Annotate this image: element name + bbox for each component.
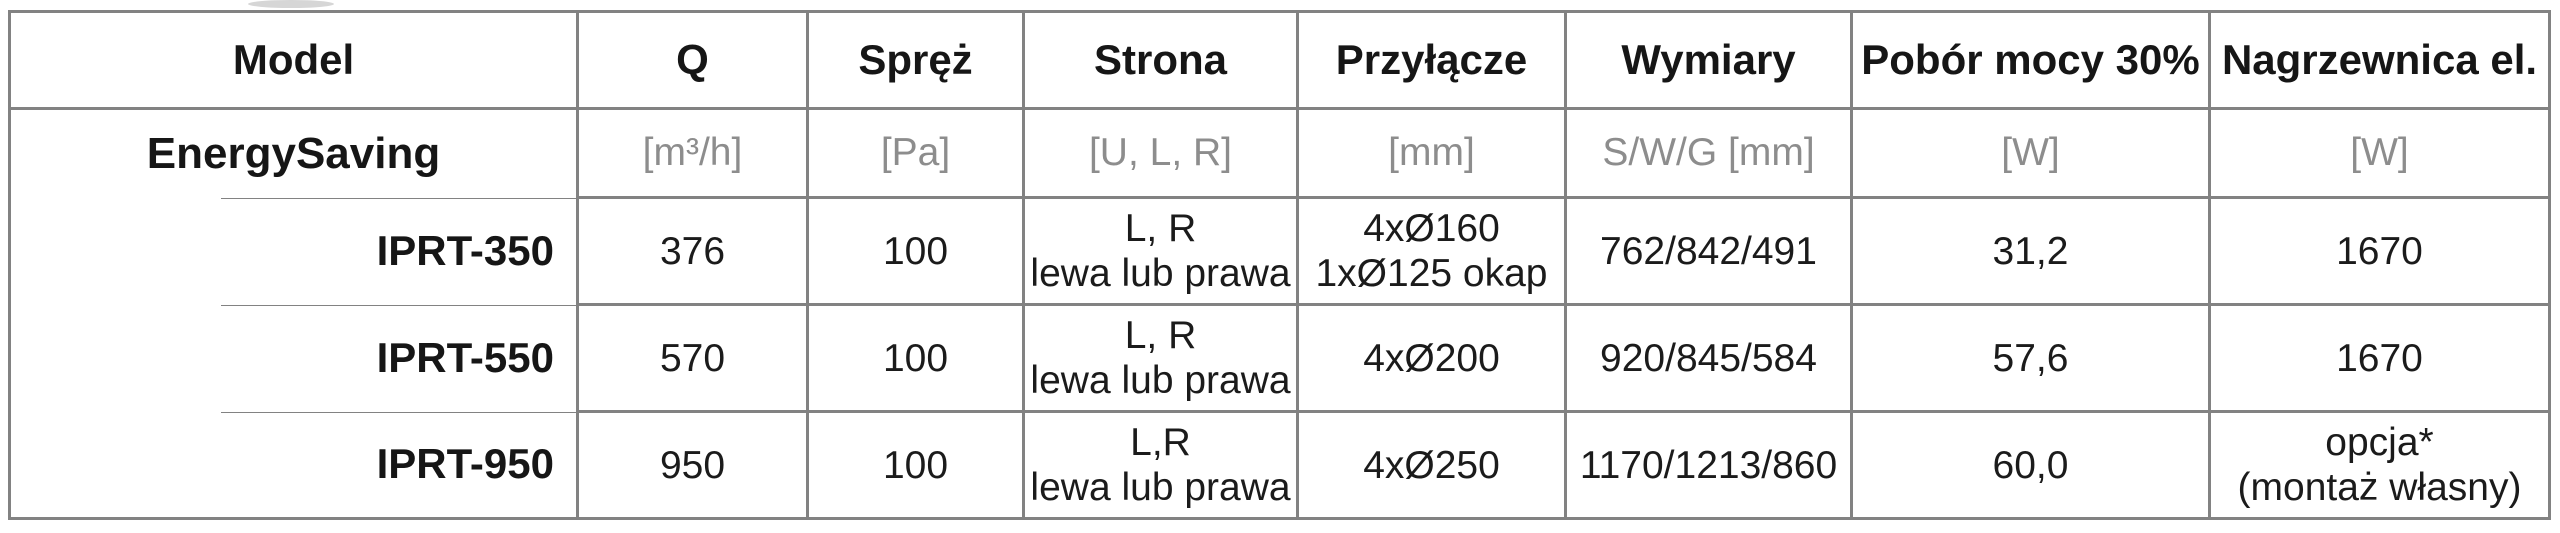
value-strona: L,R lewa lub prawa: [1022, 410, 1299, 520]
unit-q: [m³/h]: [576, 107, 809, 199]
value-sprez: 100: [806, 196, 1025, 306]
value-strona: L, R lewa lub prawa: [1022, 303, 1299, 413]
unit-strona: [U, L, R]: [1022, 107, 1299, 199]
table-row-iprt-350: IPRT-350 376 100 L, R lewa lub prawa 4xØ…: [8, 196, 2551, 306]
value-pobor-mocy: 60,0: [1850, 410, 2211, 520]
header-cell-nagrzewnica: Nagrzewnica el.: [2208, 10, 2551, 110]
table-row-iprt-950: IPRT-950 950 100 L,R lewa lub prawa 4xØ2…: [8, 410, 2551, 520]
header-cell-model: Model: [8, 10, 579, 110]
logo-remnant: [248, 0, 334, 8]
header-cell-przylacze: Przyłącze: [1296, 10, 1567, 110]
unit-pobor-mocy: [W]: [1850, 107, 2211, 199]
value-q: 950: [576, 410, 809, 520]
table-header-row: Model Q Spręż Strona Przyłącze Wymiary P…: [8, 10, 2551, 110]
value-sprez: 100: [806, 410, 1025, 520]
unit-sprez: [Pa]: [806, 107, 1025, 199]
value-wymiary: 920/845/584: [1564, 303, 1853, 413]
series-name: EnergySaving: [8, 107, 579, 198]
header-cell-wymiary: Wymiary: [1564, 10, 1853, 110]
value-nagrzewnica: 1670: [2208, 196, 2551, 306]
value-pobor-mocy: 31,2: [1850, 196, 2211, 306]
value-przylacze: 4xØ250: [1296, 410, 1567, 520]
table-row-iprt-550: IPRT-550 570 100 L, R lewa lub prawa 4xØ…: [8, 303, 2551, 413]
header-cell-sprez: Spręż: [806, 10, 1025, 110]
value-przylacze: 4xØ200: [1296, 303, 1567, 413]
unit-przylacze: [mm]: [1296, 107, 1567, 199]
value-q: 376: [576, 196, 809, 306]
header-cell-q: Q: [576, 10, 809, 110]
value-przylacze: 4xØ160 1xØ125 okap: [1296, 196, 1567, 306]
unit-wymiary: S/W/G [mm]: [1564, 107, 1853, 199]
model-name: IPRT-550: [8, 304, 579, 412]
value-q: 570: [576, 303, 809, 413]
header-cell-strona: Strona: [1022, 10, 1299, 110]
value-nagrzewnica: opcja* (montaż własny): [2208, 410, 2551, 520]
product-spec-table: Model Q Spręż Strona Przyłącze Wymiary P…: [8, 10, 2551, 520]
model-name: IPRT-950: [8, 411, 579, 519]
value-pobor-mocy: 57,6: [1850, 303, 2211, 413]
value-nagrzewnica: 1670: [2208, 303, 2551, 413]
value-sprez: 100: [806, 303, 1025, 413]
model-name: IPRT-350: [8, 197, 579, 305]
value-strona: L, R lewa lub prawa: [1022, 196, 1299, 306]
units-row: EnergySaving [m³/h] [Pa] [U, L, R] [mm] …: [8, 107, 2551, 199]
header-cell-pobor-mocy: Pobór mocy 30%: [1850, 10, 2211, 110]
value-wymiary: 1170/1213/860: [1564, 410, 1853, 520]
value-wymiary: 762/842/491: [1564, 196, 1853, 306]
unit-nagrzewnica: [W]: [2208, 107, 2551, 199]
